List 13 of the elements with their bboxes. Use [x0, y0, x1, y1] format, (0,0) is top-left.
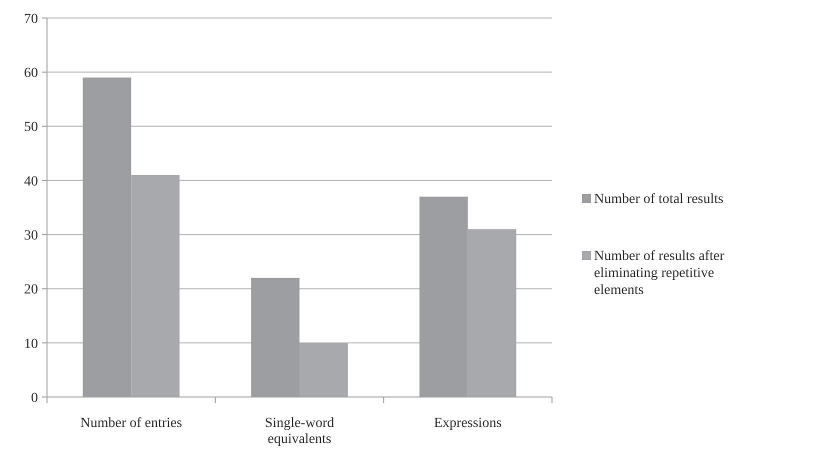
- x-tick-label: Number of entries: [80, 416, 182, 431]
- y-tick-label: 70: [24, 12, 38, 27]
- y-tick-label: 10: [24, 336, 38, 352]
- legend-label: Number of results after eliminating repetitive elements: [594, 249, 725, 298]
- y-tick-label: 40: [24, 174, 38, 190]
- x-tick-label: Single-word equivalents: [264, 416, 334, 447]
- legend-label: Number of total results: [594, 192, 724, 207]
- y-tick-label: 50: [24, 120, 38, 136]
- y-tick-label: 0: [31, 390, 38, 406]
- x-tick-label: Expressions: [434, 416, 502, 431]
- y-tick-label: 30: [24, 228, 38, 244]
- y-tick-label: 60: [24, 66, 38, 82]
- y-tick-label: 20: [24, 282, 38, 298]
